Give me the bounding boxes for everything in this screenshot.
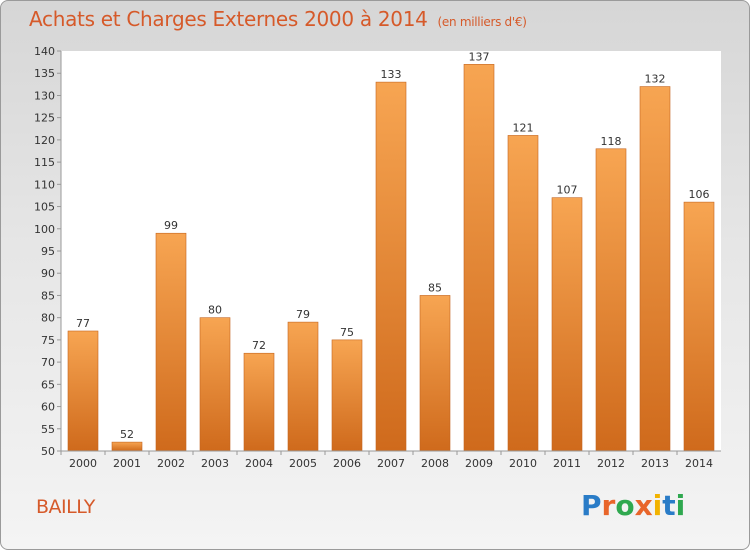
x-tick-label-2000: 2000 bbox=[69, 457, 97, 470]
data-label-2007: 133 bbox=[381, 68, 402, 81]
bar-2003 bbox=[199, 317, 231, 452]
y-tick-label: 55 bbox=[41, 423, 55, 436]
y-tick-label: 70 bbox=[41, 356, 55, 369]
x-tick-label-2011: 2011 bbox=[553, 457, 581, 470]
commune-name: BAILLY bbox=[36, 496, 95, 518]
data-label-2010: 121 bbox=[513, 121, 534, 134]
x-tick-label-2014: 2014 bbox=[685, 457, 713, 470]
logo-letter: i bbox=[675, 489, 686, 522]
bar-2006 bbox=[331, 339, 363, 452]
x-axis: 2000 2001 2002 2003 2004 2005 2006 2007 2008 2009… bbox=[60, 450, 721, 470]
data-label-2009: 137 bbox=[469, 50, 490, 63]
y-tick-label: 80 bbox=[41, 312, 55, 325]
bar-2013 bbox=[639, 86, 671, 452]
y-tick-label: 95 bbox=[41, 245, 55, 258]
data-label-2006: 75 bbox=[340, 326, 354, 339]
y-tick-label: 65 bbox=[41, 378, 55, 391]
bar-2002 bbox=[155, 232, 187, 452]
data-label-2005: 79 bbox=[296, 308, 310, 321]
y-tick-label: 115 bbox=[34, 156, 55, 169]
bar-2004 bbox=[243, 352, 275, 452]
bar-2007 bbox=[375, 81, 407, 452]
data-label-2003: 80 bbox=[208, 304, 222, 317]
bar-2011 bbox=[551, 197, 583, 452]
x-tick-label-2006: 2006 bbox=[333, 457, 361, 470]
x-tick-label-2004: 2004 bbox=[245, 457, 273, 470]
logo-letter: x bbox=[634, 489, 653, 522]
data-label-2012: 118 bbox=[601, 135, 622, 148]
bar-2008 bbox=[419, 295, 451, 452]
x-tick-label-2012: 2012 bbox=[597, 457, 625, 470]
bar-2009 bbox=[463, 64, 495, 452]
y-tick-label: 75 bbox=[41, 334, 55, 347]
data-label-2000: 77 bbox=[76, 317, 90, 330]
data-label-2004: 72 bbox=[252, 339, 266, 352]
data-label-2011: 107 bbox=[557, 184, 578, 197]
y-tick-label: 60 bbox=[41, 401, 55, 414]
y-tick-label: 110 bbox=[34, 178, 55, 191]
x-tick-label-2009: 2009 bbox=[465, 457, 493, 470]
y-tick-label: 140 bbox=[34, 45, 55, 58]
bar-2000 bbox=[67, 330, 99, 452]
data-label-2014: 106 bbox=[689, 188, 710, 201]
y-tick-label: 85 bbox=[41, 289, 55, 302]
bar-2012 bbox=[595, 148, 627, 452]
logo-letter: t bbox=[662, 489, 676, 522]
y-tick-label: 105 bbox=[34, 201, 55, 214]
chart-title: Achats et Charges Externes 2000 à 2014 (e… bbox=[29, 7, 527, 31]
y-tick-label: 135 bbox=[34, 67, 55, 80]
x-tick-label-2007: 2007 bbox=[377, 457, 405, 470]
x-tick-label-2010: 2010 bbox=[509, 457, 537, 470]
y-tick-label: 100 bbox=[34, 223, 55, 236]
logo-letter: o bbox=[615, 489, 635, 522]
bar-2010 bbox=[507, 135, 539, 452]
y-tick-label: 130 bbox=[34, 89, 55, 102]
y-tick-label: 90 bbox=[41, 267, 55, 280]
logo-letter: i bbox=[652, 489, 663, 522]
x-tick-label-2001: 2001 bbox=[113, 457, 141, 470]
chart-title-text: Achats et Charges Externes 2000 à 2014 bbox=[29, 7, 428, 31]
data-label-2013: 132 bbox=[645, 73, 666, 86]
data-label-2001: 52 bbox=[120, 428, 134, 441]
x-tick-label-2005: 2005 bbox=[289, 457, 317, 470]
data-label-2002: 99 bbox=[164, 219, 178, 232]
chart-unit: (en milliers d'€) bbox=[437, 15, 527, 29]
bars: 77 52 99 80 72 79 75 133 85 137 121 107 118 132 106 bbox=[67, 50, 715, 452]
logo-letter: P bbox=[581, 489, 602, 522]
bar-2001 bbox=[111, 441, 143, 452]
y-tick-label: 50 bbox=[41, 445, 55, 458]
x-tick-label-2008: 2008 bbox=[421, 457, 449, 470]
x-tick-label-2013: 2013 bbox=[641, 457, 669, 470]
logo-letter: r bbox=[601, 489, 616, 522]
bar-2014 bbox=[683, 201, 715, 452]
y-axis: 50 55 60 65 70 75 80 85 90 95 100 105 110 115 120 125 13… bbox=[34, 45, 62, 458]
x-tick-label-2003: 2003 bbox=[201, 457, 229, 470]
x-tick-label-2002: 2002 bbox=[157, 457, 185, 470]
bar-2005 bbox=[287, 321, 319, 452]
proxiti-logo: Proxiti bbox=[581, 489, 685, 522]
y-tick-label: 120 bbox=[34, 134, 55, 147]
y-tick-label: 125 bbox=[34, 112, 55, 125]
data-label-2008: 85 bbox=[428, 281, 442, 294]
